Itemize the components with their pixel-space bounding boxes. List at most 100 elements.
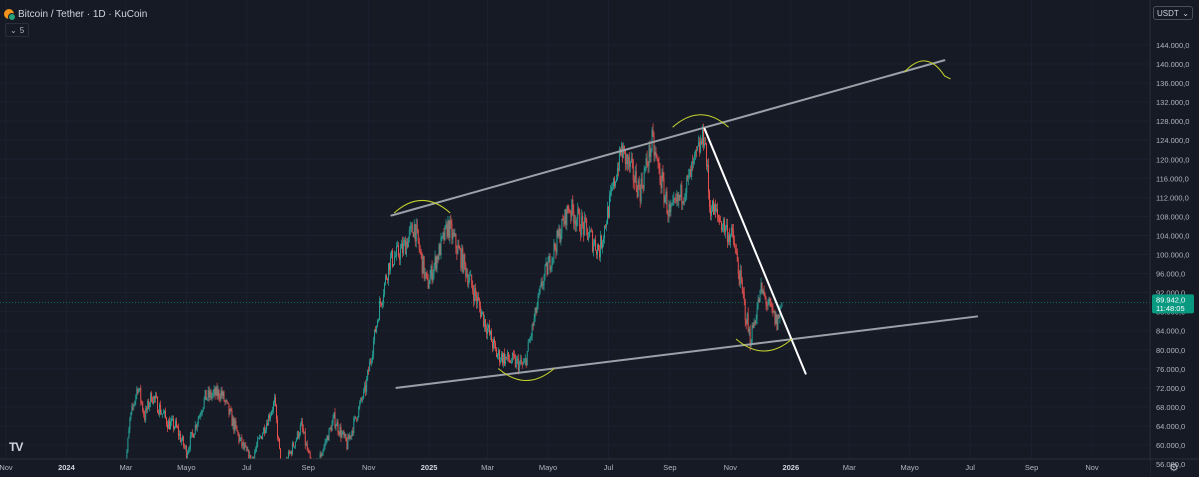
- candle: [239, 438, 241, 442]
- candle: [675, 199, 677, 202]
- candle: [397, 245, 399, 256]
- symbol-header[interactable]: Bitcoin / Tether · 1D · KuCoin: [4, 6, 147, 22]
- candle: [309, 453, 311, 461]
- candle: [154, 396, 156, 399]
- candle: [449, 220, 451, 238]
- currency-label: USDT: [1157, 8, 1179, 18]
- candle: [695, 149, 697, 155]
- candle: [262, 433, 264, 439]
- annotation-arc[interactable]: [393, 200, 451, 214]
- annotation-arc[interactable]: [672, 114, 729, 128]
- candle: [399, 248, 401, 260]
- candle: [324, 441, 326, 446]
- candle: [441, 236, 443, 238]
- symbol-title[interactable]: Bitcoin / Tether · 1D · KuCoin: [18, 8, 148, 20]
- candle: [527, 341, 529, 351]
- candle: [621, 145, 623, 159]
- annotation-arc[interactable]: [735, 338, 793, 352]
- candle: [587, 228, 589, 240]
- candle: [240, 437, 242, 439]
- candle: [199, 415, 201, 416]
- lower-trendline[interactable]: [395, 315, 979, 389]
- candle: [446, 224, 448, 237]
- candle: [444, 225, 446, 241]
- candle: [300, 420, 302, 426]
- candle: [197, 418, 199, 424]
- candle: [133, 405, 135, 407]
- candle: [630, 158, 632, 162]
- annotation-arc[interactable]: [904, 60, 951, 80]
- candle: [566, 206, 568, 226]
- candle: [721, 226, 723, 231]
- candle: [628, 156, 630, 167]
- interval-count: 5: [19, 25, 25, 35]
- candle: [485, 319, 487, 330]
- time-tick-label: Mar: [119, 463, 132, 472]
- candle: [379, 301, 381, 321]
- candle: [705, 143, 707, 145]
- breakdown-trendline[interactable]: [703, 127, 807, 375]
- candle: [694, 154, 696, 159]
- candle: [164, 410, 165, 414]
- candle: [524, 358, 526, 363]
- currency-select[interactable]: USDT ⌄: [1153, 6, 1193, 20]
- candle: [191, 431, 193, 434]
- candle: [703, 127, 705, 146]
- candle: [724, 227, 726, 233]
- candle: [651, 129, 653, 150]
- grid: [0, 0, 1150, 466]
- candle: [274, 397, 275, 403]
- candle: [717, 208, 718, 215]
- candle: [392, 250, 393, 266]
- candle: [530, 336, 532, 338]
- candle: [330, 427, 332, 432]
- candle: [302, 428, 304, 434]
- candle: [350, 435, 352, 437]
- candle: [238, 433, 240, 442]
- candle: [411, 224, 413, 233]
- interval-toggle[interactable]: ⌄ 5: [5, 23, 30, 37]
- annotation-arc[interactable]: [497, 368, 555, 381]
- candle: [146, 408, 148, 411]
- candle: [401, 243, 403, 254]
- candle: [295, 438, 297, 442]
- candle: [319, 453, 321, 461]
- candle: [364, 384, 366, 390]
- candle: [541, 281, 543, 287]
- candle: [257, 438, 259, 446]
- drawings[interactable]: [390, 59, 979, 389]
- candle: [179, 433, 181, 442]
- candle: [606, 224, 607, 227]
- candle: [776, 314, 778, 330]
- countdown-label: 11:48:05: [1156, 304, 1185, 313]
- candle: [232, 417, 234, 426]
- candle: [267, 423, 269, 426]
- candle: [738, 273, 740, 285]
- upper-trendline[interactable]: [390, 59, 946, 217]
- candle: [464, 254, 466, 264]
- candle: [439, 244, 441, 256]
- candle: [467, 274, 469, 285]
- candle: [536, 305, 538, 313]
- time-axis[interactable]: Nov 2024 Mar Mayo Jul Sep Nov 2025 Mar Mayo Jul Sep…: [0, 458, 1199, 477]
- settings-gear-icon[interactable]: ⚙: [1169, 462, 1179, 474]
- candle: [404, 239, 406, 255]
- candle: [181, 436, 183, 441]
- candle: [710, 206, 711, 216]
- candle: [462, 248, 464, 273]
- candle: [607, 206, 608, 225]
- candle: [713, 200, 714, 215]
- candle: [367, 370, 369, 379]
- candle: [523, 362, 525, 364]
- candle: [515, 358, 517, 367]
- price-axis[interactable]: 144.000,0 140.000,0 136.000,0 132.000,0 128.…: [1149, 0, 1199, 477]
- last-price-tag: 89.942,011:48:05: [1152, 294, 1194, 314]
- candle: [594, 239, 596, 245]
- candle: [563, 220, 565, 225]
- candle: [656, 155, 658, 160]
- candle: [609, 191, 611, 196]
- candle: [421, 252, 423, 274]
- candle: [193, 434, 195, 438]
- candle: [682, 201, 684, 204]
